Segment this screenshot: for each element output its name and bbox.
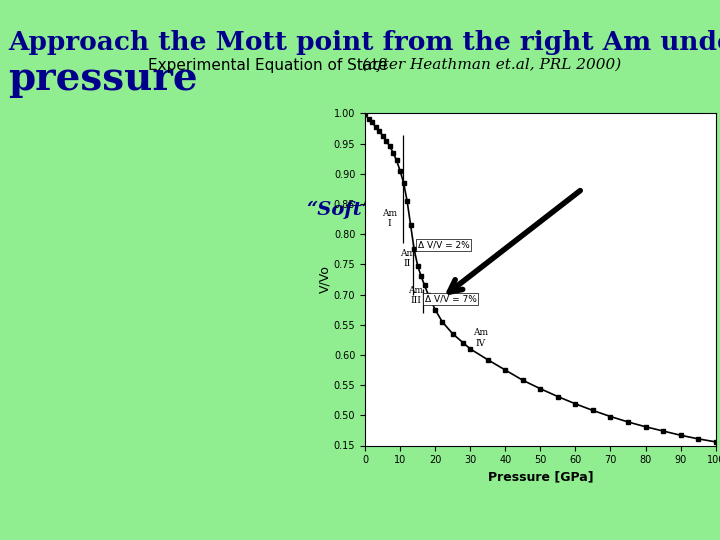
Text: “Hard”: “Hard”	[621, 303, 698, 321]
Text: Am
III: Am III	[408, 286, 423, 306]
Y-axis label: V/Vo: V/Vo	[318, 266, 331, 293]
Text: Am
II: Am II	[400, 248, 415, 268]
Text: Δ V/V = 7%: Δ V/V = 7%	[425, 294, 477, 303]
Text: Δ V/V = 2%: Δ V/V = 2%	[418, 240, 469, 249]
Text: Experimental Equation of State: Experimental Equation of State	[148, 58, 388, 73]
X-axis label: Pressure [GPa]: Pressure [GPa]	[487, 471, 593, 484]
Text: Mott Transition?: Mott Transition?	[536, 181, 704, 199]
Text: (after Heathman et.al, PRL 2000): (after Heathman et.al, PRL 2000)	[362, 58, 621, 72]
Text: Approach the Mott point from the right Am under: Approach the Mott point from the right A…	[8, 30, 720, 55]
Text: Am
I: Am I	[382, 209, 397, 228]
Text: “Soft”: “Soft”	[307, 201, 374, 219]
Text: Am
IV: Am IV	[473, 328, 488, 348]
Text: pressure: pressure	[8, 60, 197, 98]
